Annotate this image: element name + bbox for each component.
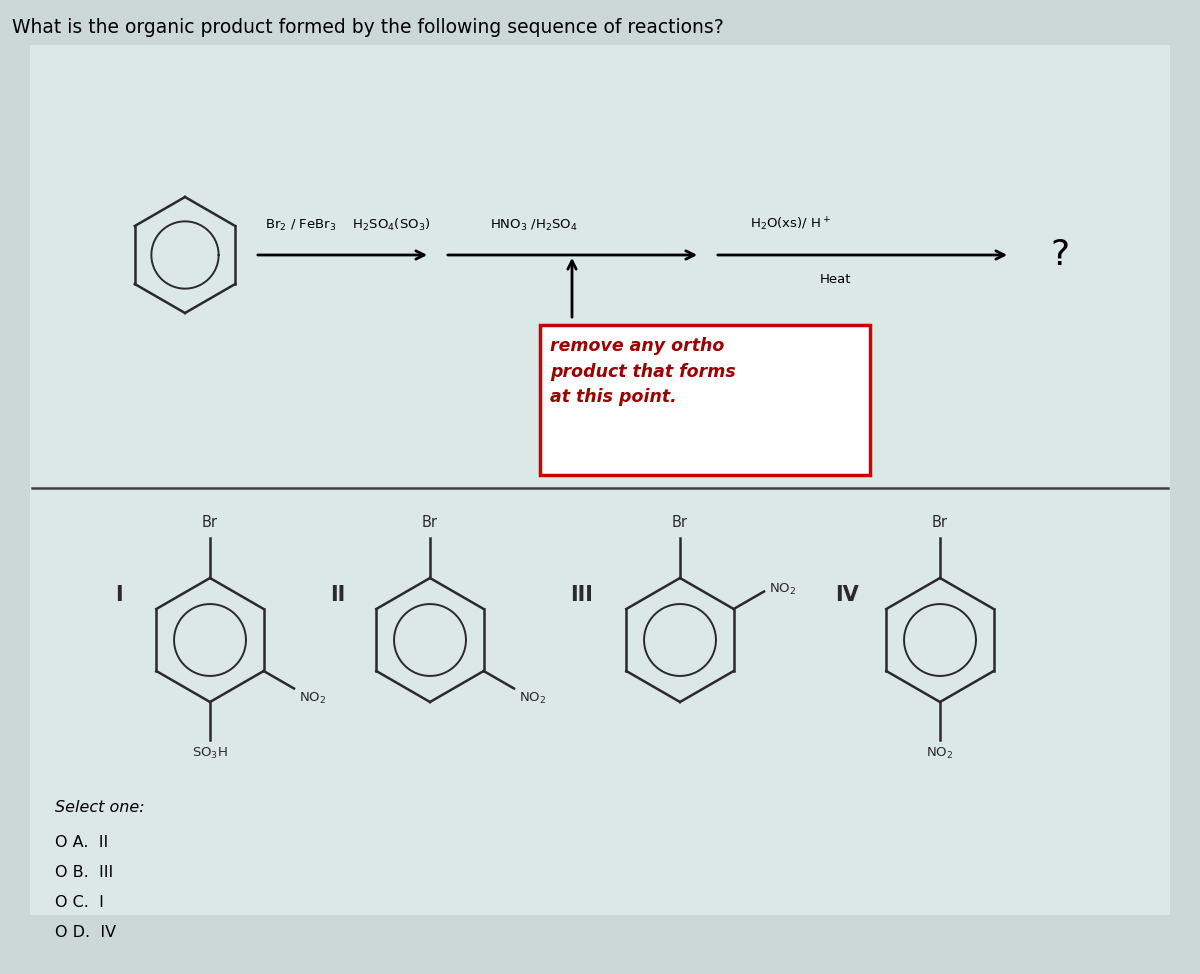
Text: H$_2$O(xs)/ H$^+$: H$_2$O(xs)/ H$^+$ xyxy=(750,215,832,233)
Text: NO$_2$: NO$_2$ xyxy=(299,691,326,705)
Text: What is the organic product formed by the following sequence of reactions?: What is the organic product formed by th… xyxy=(12,18,724,37)
Text: Heat: Heat xyxy=(820,273,852,286)
Text: NO$_2$: NO$_2$ xyxy=(926,746,954,761)
Text: SO$_3$H: SO$_3$H xyxy=(192,746,228,761)
Text: Select one:: Select one: xyxy=(55,800,145,815)
Text: O A.  II: O A. II xyxy=(55,835,108,850)
Bar xyxy=(30,45,1170,915)
Text: O B.  III: O B. III xyxy=(55,865,113,880)
Text: O C.  I: O C. I xyxy=(55,895,104,910)
Text: Br: Br xyxy=(932,515,948,530)
Text: remove any ortho
product that forms
at this point.: remove any ortho product that forms at t… xyxy=(550,337,736,406)
Text: II: II xyxy=(330,585,346,605)
Text: I: I xyxy=(115,585,122,605)
Text: Br: Br xyxy=(672,515,688,530)
Text: ?: ? xyxy=(1050,238,1069,272)
Bar xyxy=(540,325,870,475)
Text: Br$_2$ / FeBr$_3$    H$_2$SO$_4$(SO$_3$): Br$_2$ / FeBr$_3$ H$_2$SO$_4$(SO$_3$) xyxy=(265,217,431,233)
Text: III: III xyxy=(570,585,593,605)
Text: Br: Br xyxy=(202,515,218,530)
Text: NO$_2$: NO$_2$ xyxy=(520,691,546,705)
Text: HNO$_3$ /H$_2$SO$_4$: HNO$_3$ /H$_2$SO$_4$ xyxy=(490,218,577,233)
Text: Br: Br xyxy=(422,515,438,530)
Text: IV: IV xyxy=(835,585,859,605)
Text: O D.  IV: O D. IV xyxy=(55,925,116,940)
Text: NO$_2$: NO$_2$ xyxy=(769,581,797,597)
